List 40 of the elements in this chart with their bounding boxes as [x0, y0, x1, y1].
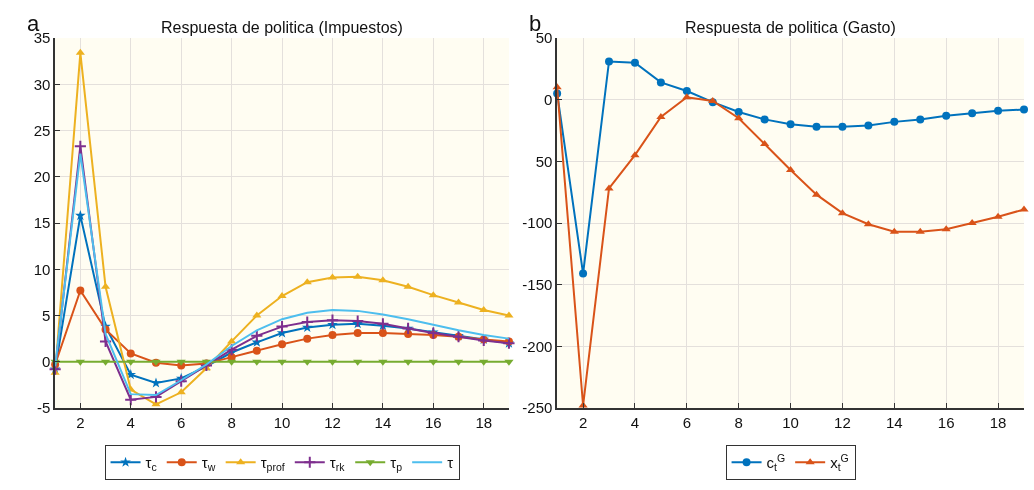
y-tick-label: 15: [33, 214, 51, 232]
y-tick-label: -150: [522, 275, 553, 293]
legend-label: τ: [447, 454, 454, 472]
x-tick-label: 8: [734, 413, 743, 431]
x-tick-label: 6: [177, 413, 186, 431]
chart-title: Respuesta de politica (Impuestos): [161, 19, 403, 36]
y-tick-label: 0: [544, 90, 553, 108]
x-tick-label: 4: [630, 413, 640, 431]
y-tick-label: -250: [522, 399, 553, 417]
x-tick-label: 16: [424, 413, 442, 431]
x-tick-label: 18: [989, 413, 1007, 431]
y-tick-label: -100: [522, 214, 553, 232]
x-tick-label: 18: [475, 413, 493, 431]
y-tick-label: 10: [33, 260, 51, 278]
y-tick-label: -200: [522, 337, 553, 355]
x-tick-label: 16: [937, 413, 955, 431]
x-tick-label: 2: [76, 413, 85, 431]
x-tick-label: 2: [578, 413, 588, 431]
legend-label: τ$_{c}$: [145, 454, 157, 474]
x-tick-label: 6: [682, 413, 691, 431]
y-tick-label: 50: [535, 152, 553, 170]
x-tick-label: 12: [324, 413, 341, 431]
legend-label: τ$_{p}$: [390, 454, 403, 474]
y-tick-label: 30: [33, 75, 51, 93]
y-tick-label: 5: [42, 306, 51, 324]
x-tick-label: 14: [374, 413, 392, 431]
x-tick-label: 10: [782, 413, 799, 431]
legend-label: τ$_{prof}$: [260, 454, 285, 474]
legend-label: τ$_{w}$: [201, 454, 216, 474]
x-tick-label: 12: [834, 413, 851, 431]
y-tick-label: 0: [42, 353, 51, 370]
y-tick-label: 20: [33, 168, 51, 185]
legend-label: τ$_{rk}$: [329, 454, 346, 474]
chart-title: Respuesta de politica (Gasto): [685, 19, 896, 36]
x-tick-label: 8: [227, 413, 236, 431]
x-tick-label: 4: [126, 413, 135, 431]
x-tick-label: 14: [885, 413, 903, 431]
x-tick-label: 10: [273, 413, 291, 431]
y-tick-label: 25: [33, 121, 51, 139]
y-tick-label: -5: [37, 399, 51, 417]
